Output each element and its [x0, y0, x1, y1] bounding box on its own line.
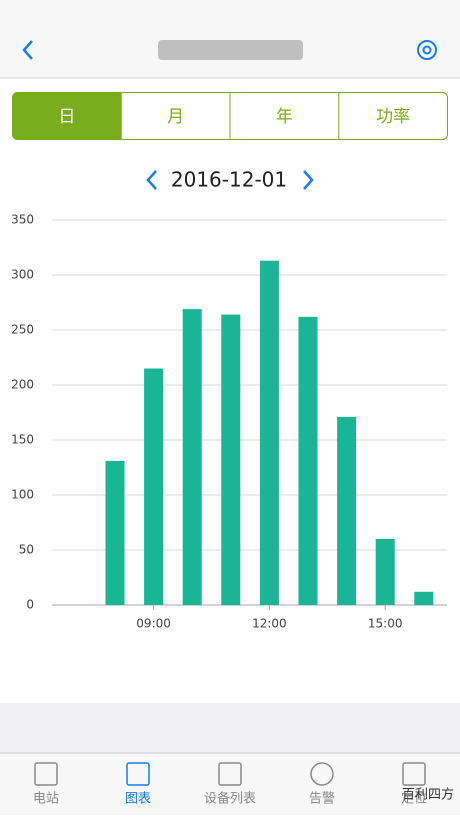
tab-icon	[34, 762, 58, 786]
bar	[414, 591, 434, 605]
tab-icon	[402, 762, 426, 786]
tab-label[interactable]: 定位	[401, 792, 427, 807]
date-label: 2016-12-01	[171, 168, 287, 192]
y-tick-label: 300	[11, 268, 34, 282]
y-tick-label: 250	[11, 323, 34, 337]
segment-label[interactable]: 日	[58, 107, 75, 127]
gear-inner	[422, 45, 432, 55]
watermark: 百利四方	[402, 787, 454, 803]
y-tick-label: 0	[26, 598, 34, 612]
segment-label[interactable]: 月	[167, 107, 184, 127]
bar	[337, 416, 357, 605]
y-tick-label: 350	[11, 213, 34, 227]
segment-active	[12, 92, 122, 140]
y-tick-label: 50	[19, 543, 34, 557]
bar	[298, 316, 318, 605]
tab-icon	[218, 762, 242, 786]
back-button[interactable]	[22, 40, 33, 60]
x-tick-label: 12:00	[252, 617, 287, 631]
prev-date[interactable]	[146, 170, 157, 190]
tab-label[interactable]: 告警	[309, 791, 335, 807]
x-tick-label: 15:00	[368, 617, 403, 631]
settings-button[interactable]	[417, 40, 437, 60]
gear-outer	[417, 40, 437, 60]
tab-label[interactable]: 设备列表	[204, 791, 256, 807]
bar	[221, 314, 241, 605]
bar	[375, 539, 395, 605]
bar	[105, 460, 125, 605]
tab-icon	[126, 762, 150, 786]
tab-icon	[310, 762, 334, 786]
segment-label[interactable]: 年	[276, 107, 293, 127]
y-tick-label: 100	[11, 488, 34, 502]
blurred-title	[158, 40, 303, 60]
header	[0, 0, 460, 78]
y-tick-label: 150	[11, 433, 34, 447]
bar	[259, 260, 279, 605]
tab-label[interactable]: 电站	[33, 792, 59, 807]
x-tick-label: 09:00	[136, 617, 171, 631]
bar	[144, 368, 164, 605]
segment-label[interactable]: 功率	[376, 107, 410, 127]
y-tick-label: 200	[11, 378, 34, 392]
tab-label[interactable]: 图表	[125, 792, 151, 807]
next-date[interactable]	[303, 170, 314, 190]
bar	[182, 309, 202, 605]
spacer	[0, 703, 460, 753]
